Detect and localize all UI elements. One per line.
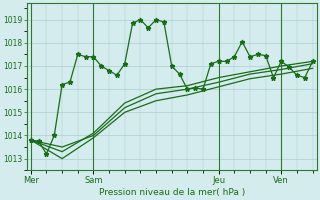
- X-axis label: Pression niveau de la mer( hPa ): Pression niveau de la mer( hPa ): [99, 188, 245, 197]
